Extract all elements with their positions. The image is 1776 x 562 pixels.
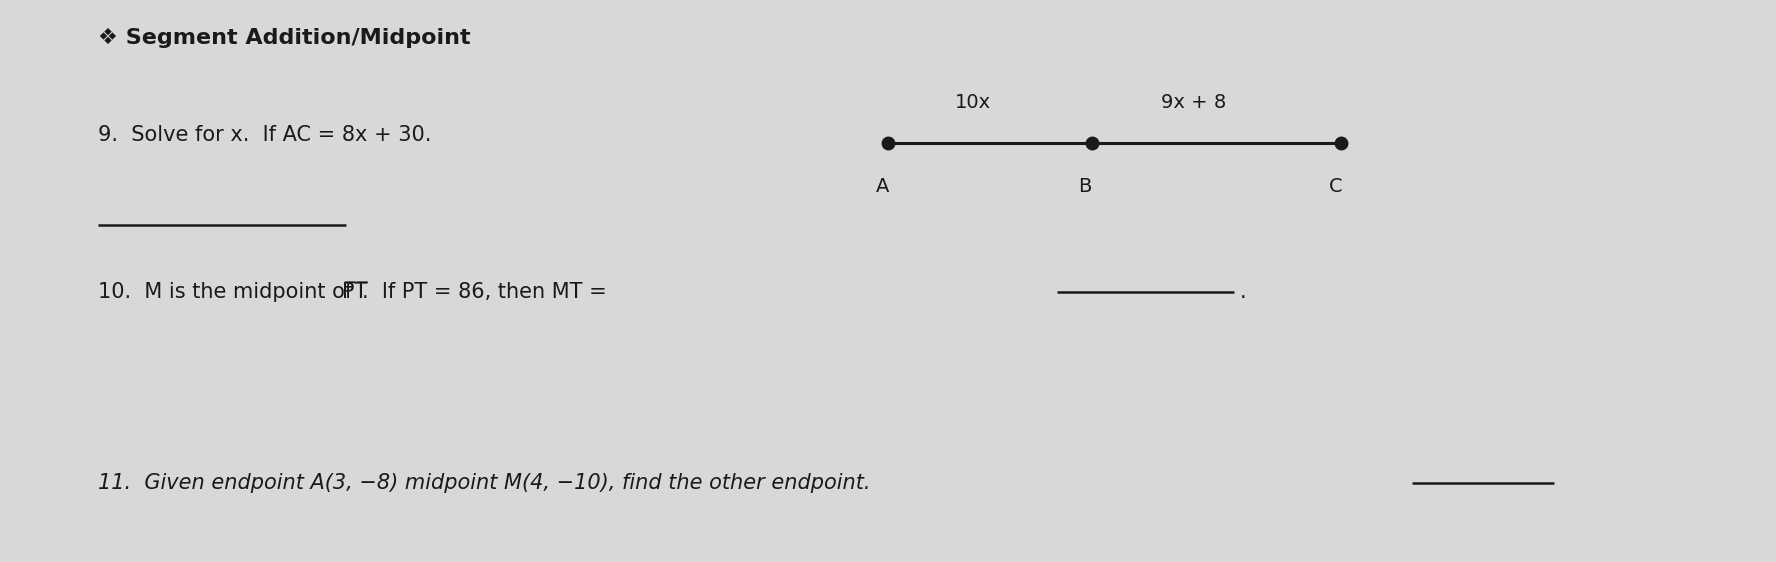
- Text: B: B: [1078, 177, 1092, 196]
- Text: 10x: 10x: [955, 93, 991, 112]
- Text: .  If PT = 86, then MT =: . If PT = 86, then MT =: [362, 282, 613, 302]
- Text: .: .: [1240, 282, 1247, 302]
- Text: 9.  Solve for x.  If AC = 8x + 30.: 9. Solve for x. If AC = 8x + 30.: [98, 125, 432, 145]
- Text: C: C: [1328, 177, 1343, 196]
- Text: P̅T̅: P̅T̅: [343, 282, 368, 302]
- Text: A: A: [876, 177, 890, 196]
- Text: ❖ Segment Addition/Midpoint: ❖ Segment Addition/Midpoint: [98, 28, 471, 48]
- Text: 10.  M is the midpoint of: 10. M is the midpoint of: [98, 282, 359, 302]
- Text: 9x + 8: 9x + 8: [1162, 93, 1225, 112]
- Text: 11.  Given endpoint A(3, −8) midpoint M(4, −10), find the other endpoint.: 11. Given endpoint A(3, −8) midpoint M(4…: [98, 473, 870, 493]
